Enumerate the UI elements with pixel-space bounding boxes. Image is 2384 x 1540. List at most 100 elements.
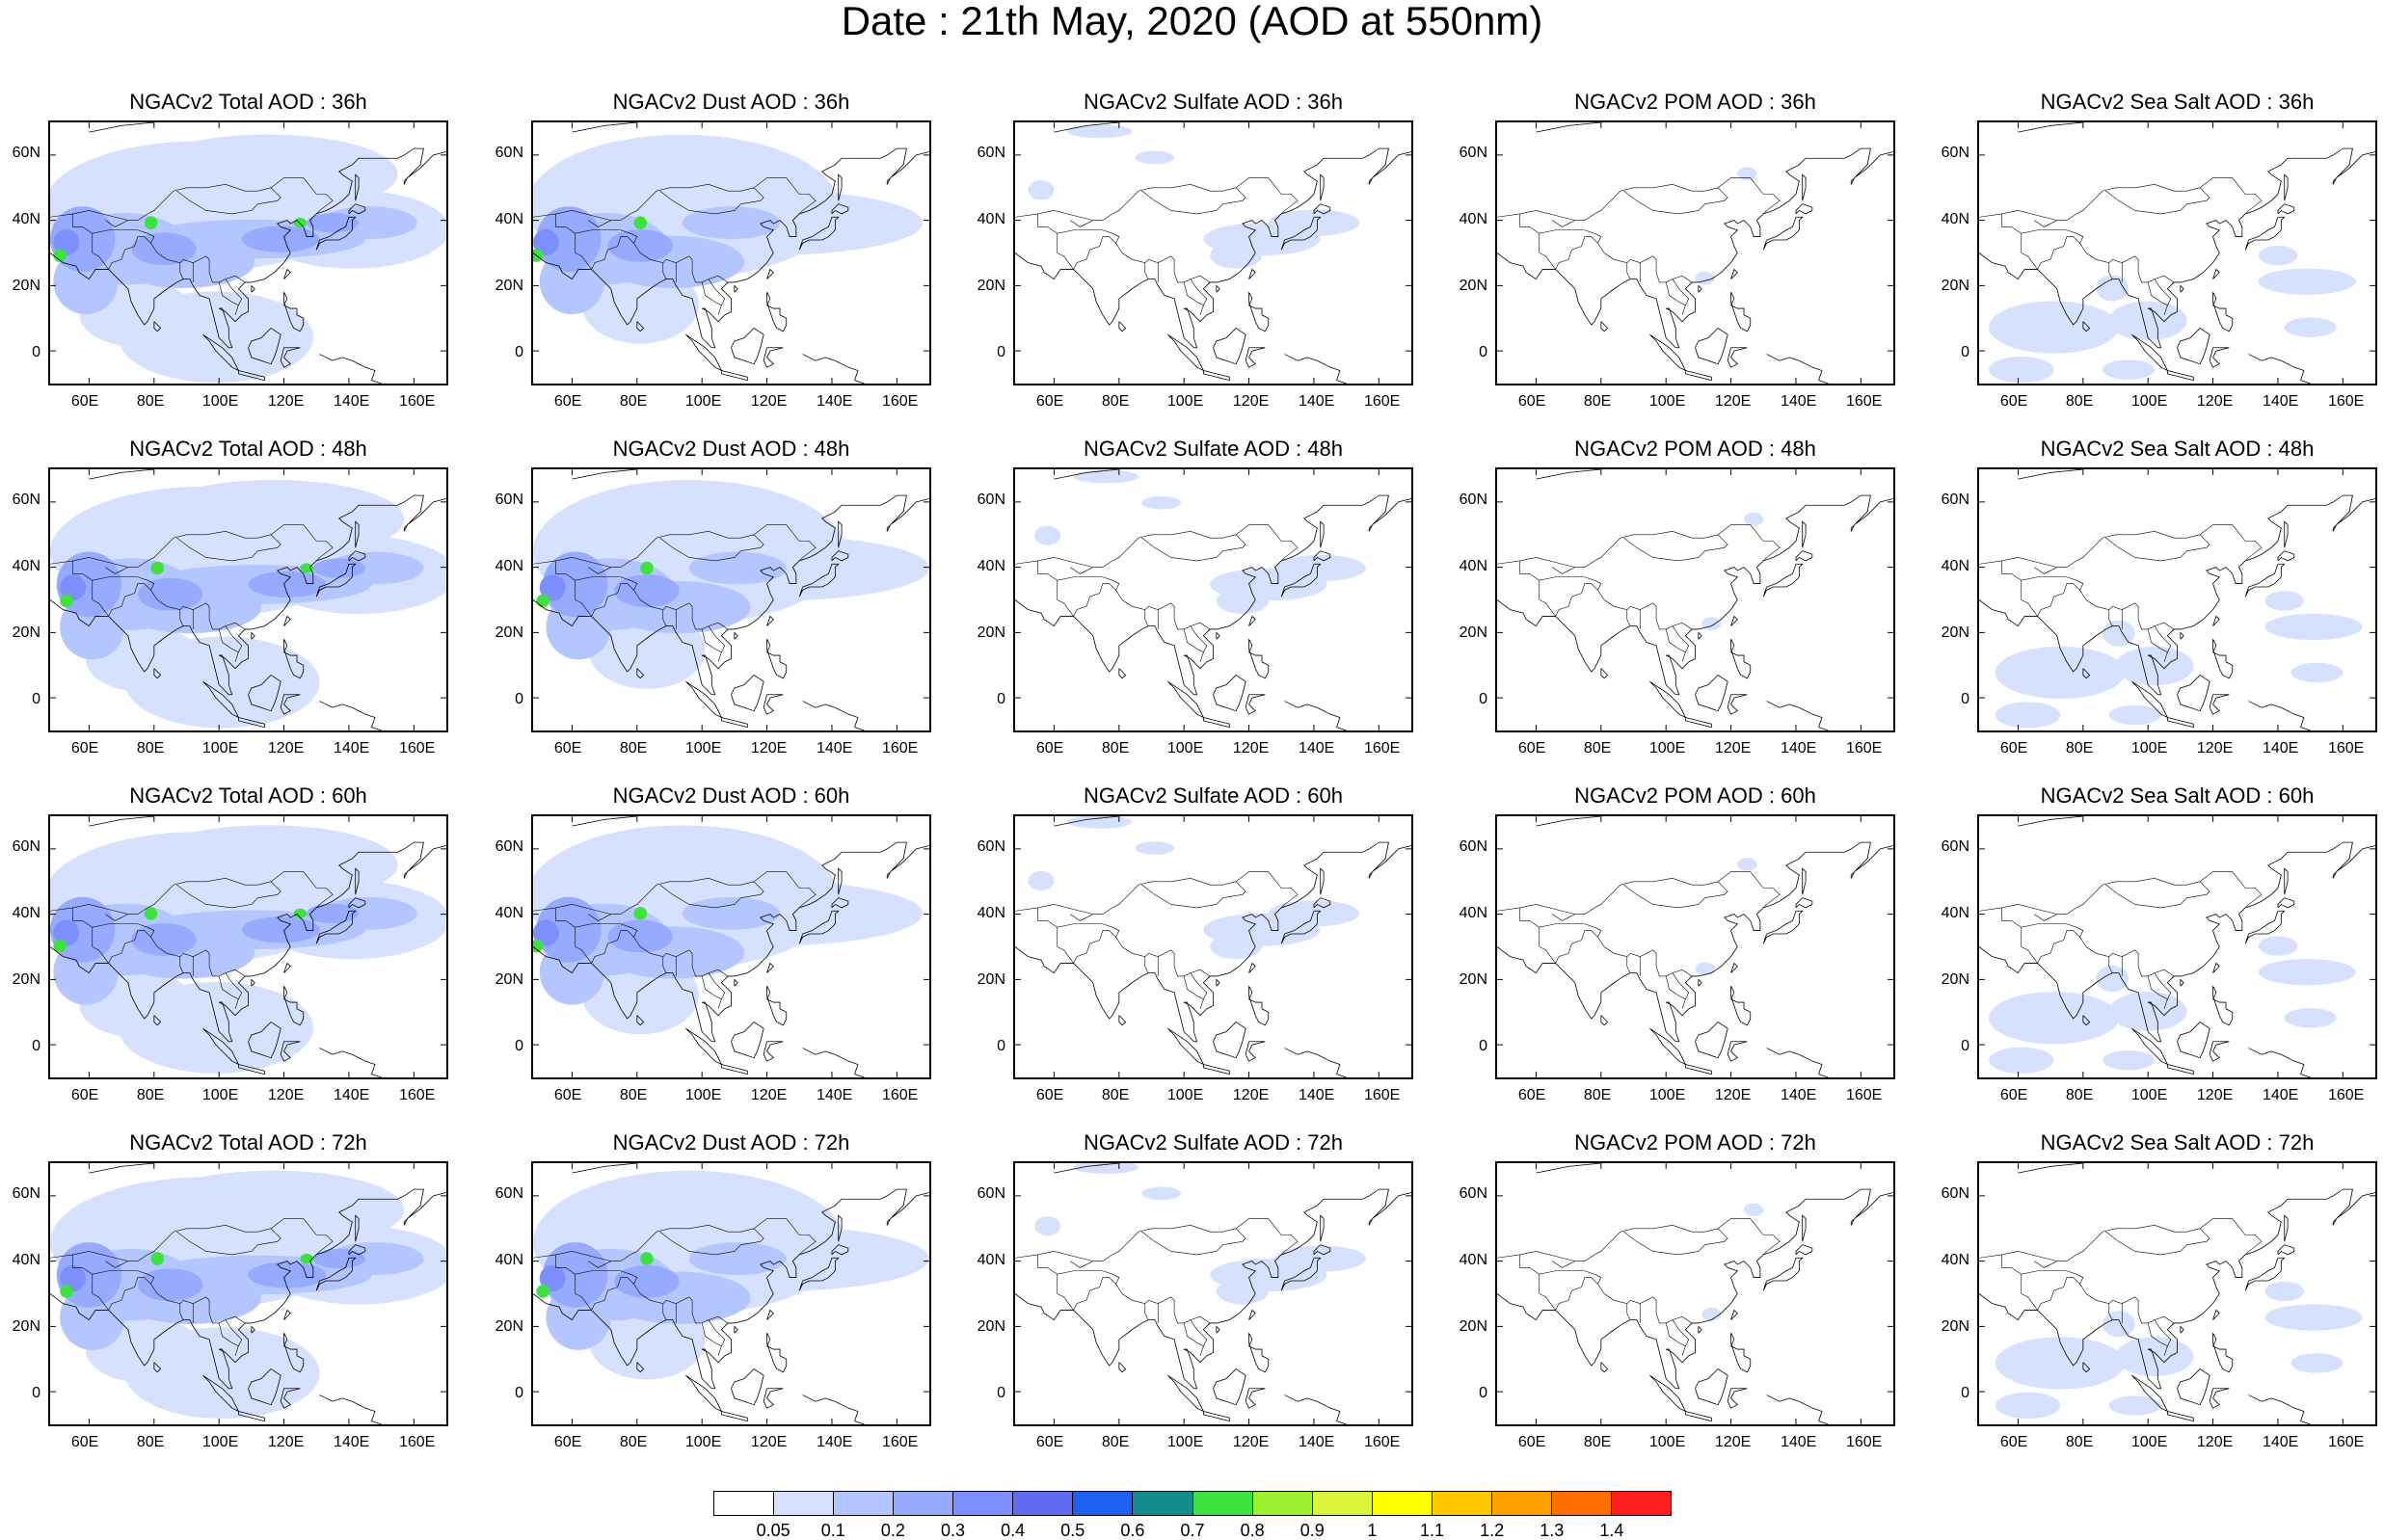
y-tick-label: 40N bbox=[1941, 211, 1969, 228]
colorbar-label: 0.6 bbox=[1120, 1521, 1145, 1540]
colorbar-label: 0.3 bbox=[940, 1521, 966, 1540]
country-border bbox=[2034, 220, 2057, 227]
coastline bbox=[1795, 550, 1813, 562]
x-tick-label: 100E bbox=[1166, 740, 1204, 757]
country-border bbox=[2147, 628, 2168, 662]
country-border bbox=[218, 628, 239, 662]
panel-title: NGACv2 Sea Salt AOD : 60h bbox=[2040, 783, 2315, 808]
y-tick-label: 20N bbox=[977, 277, 1005, 294]
y-tick-label: 40N bbox=[495, 905, 523, 922]
coastline bbox=[238, 370, 265, 382]
coastline bbox=[1216, 978, 1220, 987]
country-border bbox=[108, 1277, 246, 1324]
x-tick-label: 120E bbox=[1232, 1434, 1270, 1450]
map-total-panel bbox=[48, 467, 448, 732]
country-border bbox=[2066, 229, 2084, 244]
x-tick-label: 60E bbox=[1517, 1434, 1546, 1450]
coastline bbox=[2180, 1325, 2184, 1334]
country-border bbox=[588, 567, 611, 574]
aod-patch bbox=[312, 1248, 365, 1269]
colorbar-cell bbox=[714, 1492, 775, 1515]
aod-patch bbox=[1695, 271, 1715, 285]
x-tick-label: 60E bbox=[553, 1087, 582, 1103]
coastline bbox=[802, 701, 865, 730]
coastline bbox=[766, 292, 788, 332]
panel-title: NGACv2 Total AOD : 72h bbox=[129, 1130, 367, 1155]
coastline bbox=[1730, 1309, 1738, 1320]
y-tick-label: 20N bbox=[12, 624, 40, 641]
coastline bbox=[283, 962, 291, 973]
panel-title: NGACv2 Dust AOD : 36h bbox=[612, 90, 850, 114]
y-tick-label: 20N bbox=[1459, 277, 1487, 294]
x-tick-label: 160E bbox=[1363, 393, 1401, 410]
country-border bbox=[176, 534, 281, 562]
x-tick-label: 140E bbox=[1780, 740, 1817, 757]
coastline bbox=[202, 1374, 240, 1413]
coastline bbox=[2180, 284, 2184, 293]
aod-patch bbox=[539, 574, 566, 601]
y-tick-label: 20N bbox=[1941, 1317, 1969, 1335]
x-tick-label: 160E bbox=[2327, 740, 2365, 757]
coastline bbox=[1762, 1257, 1804, 1291]
country-border bbox=[1539, 233, 1556, 270]
aod-patch bbox=[1210, 933, 1263, 960]
map-dust-panel bbox=[531, 120, 931, 385]
country-border bbox=[1015, 177, 1299, 221]
aod-patch bbox=[144, 907, 158, 920]
country-border bbox=[662, 1303, 667, 1320]
country-border bbox=[1073, 236, 1211, 283]
coastline bbox=[1313, 203, 1331, 215]
coastline bbox=[1248, 1309, 1256, 1320]
colorbar-cell bbox=[1432, 1492, 1492, 1515]
country-border bbox=[1979, 177, 2263, 221]
y-tick-label: 40N bbox=[12, 558, 40, 575]
coastline bbox=[1730, 615, 1738, 626]
country-border bbox=[2034, 914, 2057, 921]
aod-patch bbox=[1989, 357, 2054, 384]
coastline bbox=[734, 631, 738, 640]
country-border bbox=[701, 975, 722, 1009]
coastline bbox=[1766, 1048, 1829, 1077]
aod-patch bbox=[2103, 1311, 2135, 1338]
country-border bbox=[137, 923, 155, 938]
coastline bbox=[251, 284, 255, 293]
country-border bbox=[1141, 534, 1246, 562]
country-border bbox=[2154, 279, 2172, 305]
x-tick-label: 60E bbox=[1517, 1087, 1546, 1103]
country-border bbox=[2154, 972, 2172, 999]
aod-patch bbox=[1066, 816, 1133, 829]
coastline bbox=[238, 717, 265, 729]
coastline bbox=[319, 701, 382, 730]
y-tick-label: 40N bbox=[12, 1252, 40, 1269]
country-border bbox=[1519, 1254, 1540, 1275]
y-tick-label: 60N bbox=[1459, 491, 1487, 509]
y-tick-label: 60N bbox=[1941, 1185, 1969, 1203]
country-border bbox=[2147, 975, 2168, 1009]
aod-patch bbox=[312, 558, 365, 578]
country-border bbox=[1037, 907, 1058, 928]
aod-patch bbox=[1995, 702, 2061, 729]
x-tick-label: 100E bbox=[1648, 393, 1686, 410]
country-border bbox=[2154, 1319, 2172, 1346]
x-tick-label: 160E bbox=[398, 393, 436, 410]
country-border bbox=[1015, 1218, 1299, 1261]
x-tick-label: 140E bbox=[2262, 393, 2299, 410]
x-tick-label: 140E bbox=[333, 1087, 370, 1103]
map-sulfate-panel bbox=[1013, 1161, 1413, 1426]
country-border bbox=[1623, 187, 1728, 215]
coastline bbox=[1118, 1015, 1127, 1026]
coastline bbox=[533, 147, 929, 349]
country-border bbox=[105, 1261, 128, 1268]
coastline bbox=[280, 1388, 301, 1409]
x-tick-label: 120E bbox=[1714, 1087, 1752, 1103]
y-tick-label: 40N bbox=[495, 558, 523, 575]
country-border bbox=[708, 625, 726, 652]
x-tick-label: 120E bbox=[750, 393, 788, 410]
map-dust-panel bbox=[531, 467, 931, 732]
country-border bbox=[2001, 907, 2022, 928]
country-border bbox=[179, 956, 184, 973]
coastline bbox=[1730, 1333, 1752, 1373]
panel-title: NGACv2 Sea Salt AOD : 72h bbox=[2040, 1130, 2315, 1155]
y-tick-label: 20N bbox=[495, 970, 523, 988]
aod-patch bbox=[533, 939, 544, 953]
